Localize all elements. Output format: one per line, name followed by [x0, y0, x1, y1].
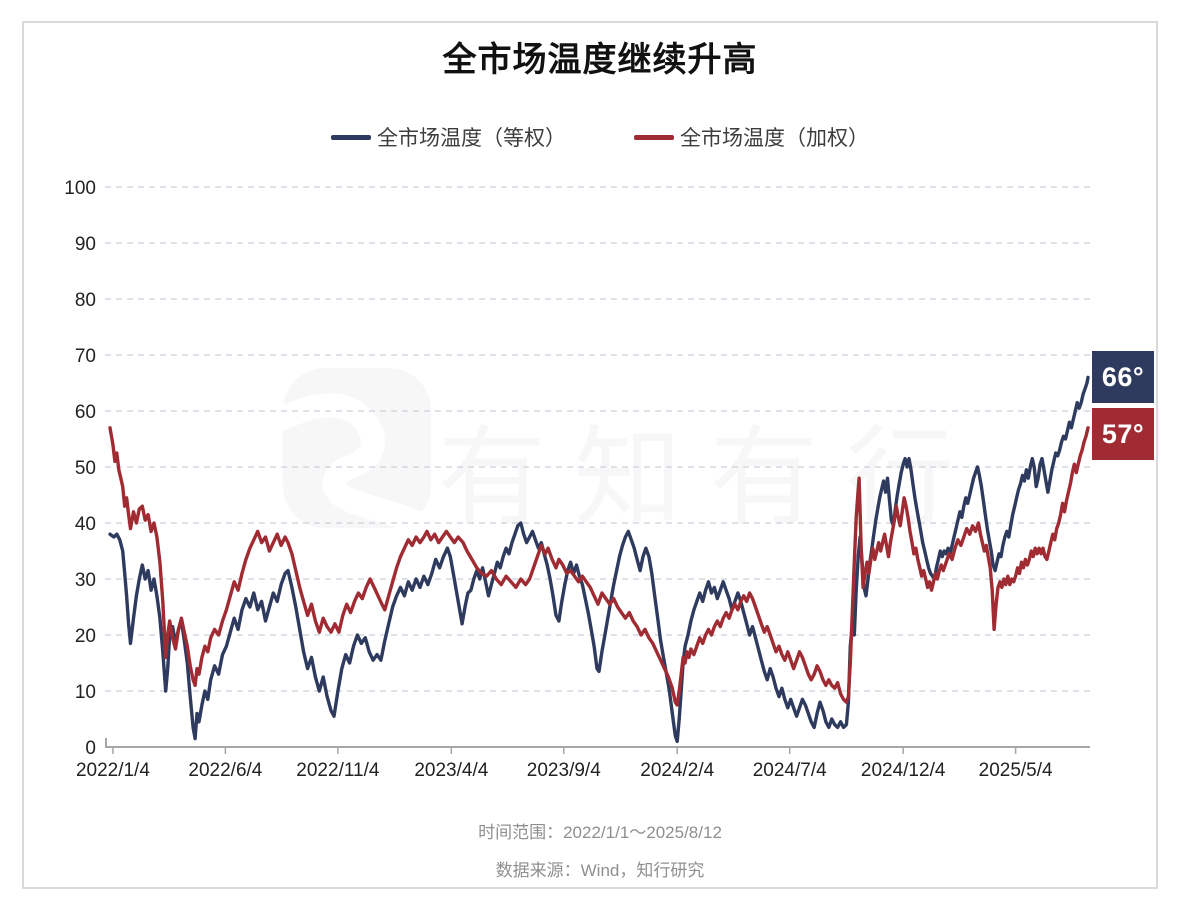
- legend-label-cap-weight: 全市场温度（加权）: [680, 127, 869, 150]
- x-axis-label: 2024/7/4: [753, 760, 827, 781]
- y-axis-label: 20: [75, 626, 96, 647]
- chart-title: 全市场温度继续升高: [442, 41, 758, 79]
- footer-time-range: 时间范围：2022/1/1～2025/8/12: [478, 823, 722, 842]
- series-line-cap-weight: [108, 426, 1090, 707]
- legend-swatch-equal-weight: [331, 134, 371, 140]
- footer-data-source: 数据来源：Wind，知行研究: [495, 861, 705, 880]
- x-axis-label: 2025/5/4: [979, 760, 1053, 781]
- y-axis-label: 50: [75, 458, 96, 479]
- y-axis-label: 0: [85, 738, 96, 759]
- y-axis-label: 80: [75, 290, 96, 311]
- x-axis-label: 2024/12/4: [861, 760, 946, 781]
- x-axis-label: 2023/4/4: [414, 760, 488, 781]
- end-value-badge-equal-weight: 66°: [1092, 351, 1154, 403]
- watermark: 有知有行: [271, 368, 982, 542]
- series-line-equal-weight: [108, 375, 1090, 744]
- watermark-text: 有知有行: [438, 417, 982, 538]
- x-axis-label: 2022/6/4: [188, 760, 262, 781]
- end-value-badge-cap-weight: 57°: [1092, 408, 1154, 460]
- y-axis-label: 60: [75, 402, 96, 423]
- chart-card-border: [22, 21, 1158, 889]
- legend-item-equal-weight: 全市场温度（等权）: [331, 122, 566, 152]
- watermark-logo-curve: [271, 393, 443, 542]
- legend-item-cap-weight: 全市场温度（加权）: [634, 122, 869, 152]
- y-axis-label: 40: [75, 514, 96, 535]
- x-axis-label: 2023/9/4: [527, 760, 601, 781]
- y-axis-label: 90: [75, 234, 96, 255]
- legend-swatch-cap-weight: [634, 134, 674, 140]
- y-axis-label: 70: [75, 346, 96, 367]
- chart-legend: 全市场温度（等权） 全市场温度（加权）: [0, 122, 1200, 152]
- x-axis-label: 2022/11/4: [296, 760, 380, 781]
- y-axis-label: 30: [75, 570, 96, 591]
- x-axis-label: 2022/1/4: [76, 760, 150, 781]
- legend-label-equal-weight: 全市场温度（等权）: [377, 127, 566, 150]
- y-axis-label: 10: [75, 682, 96, 703]
- y-axis-label: 100: [64, 178, 96, 199]
- x-axis-label: 2024/2/4: [640, 760, 714, 781]
